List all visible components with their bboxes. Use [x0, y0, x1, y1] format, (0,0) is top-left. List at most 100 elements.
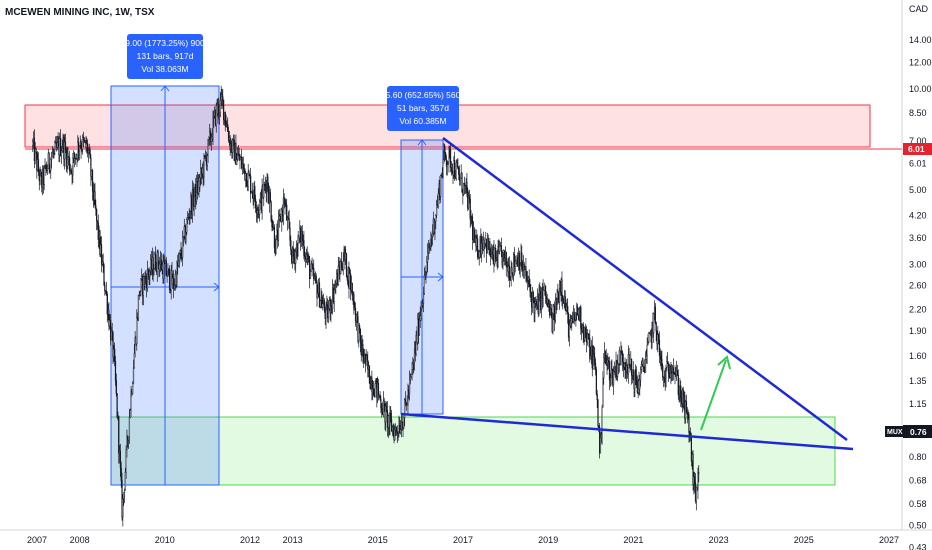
candle-body: [567, 306, 569, 314]
candle-body: [102, 261, 104, 266]
candle-body: [459, 177, 461, 181]
candle-body: [338, 265, 340, 271]
support-zone[interactable]: [110, 416, 836, 486]
measure-tooltip-1-line-1: 9.00 (1773.25%) 900: [125, 38, 205, 48]
candle-body: [204, 156, 207, 158]
candle-body: [688, 414, 690, 433]
candle-body: [137, 294, 140, 319]
candle-body: [114, 361, 117, 381]
range-measure-1[interactable]: [110, 85, 220, 486]
candle-body: [140, 278, 142, 292]
candle-body: [603, 357, 605, 379]
measure-tooltip-1-line-2: 131 bars, 917d: [137, 51, 194, 61]
candle-body: [120, 467, 122, 481]
price-tick-label: 1.60: [909, 351, 927, 361]
candle-body: [552, 313, 554, 332]
candle-body: [193, 196, 195, 207]
candle-body: [396, 431, 398, 434]
candle-body: [630, 359, 633, 376]
candle-body: [632, 369, 634, 380]
candle-body: [177, 260, 180, 266]
candle-body: [609, 378, 611, 381]
candle-body: [317, 292, 319, 299]
candle-body: [408, 379, 411, 394]
price-tick-label: 2.60: [909, 280, 927, 290]
candle-body: [286, 204, 288, 221]
candle-body: [345, 253, 348, 277]
candle-body: [594, 356, 596, 364]
candle-body: [595, 369, 597, 395]
candle-body: [399, 425, 401, 433]
candle-body: [295, 251, 297, 264]
candle-body: [94, 191, 96, 206]
candle-body: [451, 163, 453, 172]
lower-trendline[interactable]: [400, 412, 854, 451]
candle-body: [534, 303, 536, 314]
candle-body: [658, 334, 660, 341]
candle-body: [441, 174, 443, 176]
candle-body: [445, 152, 447, 159]
time-tick-label: 2023: [709, 535, 729, 545]
candle-body: [442, 159, 444, 176]
candle-body: [40, 170, 42, 176]
candle-body: [594, 363, 597, 370]
candle-body: [227, 131, 230, 141]
projection-arrow[interactable]: [700, 355, 731, 431]
candle-body: [445, 158, 448, 167]
candle-body: [500, 245, 502, 252]
candle-body: [270, 202, 272, 221]
candle-body: [64, 141, 66, 160]
candle-body: [96, 208, 98, 221]
candle-body: [645, 355, 647, 360]
candle-body: [676, 370, 679, 376]
candle-body: [207, 139, 209, 156]
candle-body: [100, 244, 103, 265]
candle-body: [568, 325, 570, 338]
range-measure-2[interactable]: [400, 139, 444, 415]
candle-body: [672, 367, 674, 374]
price-tick-label: 5.00: [909, 185, 927, 195]
candle-body: [43, 168, 45, 185]
price-axis[interactable]: 14.0012.0010.008.507.006.015.004.203.603…: [909, 35, 932, 550]
candle-body: [330, 305, 332, 314]
candle-body: [78, 145, 81, 152]
time-tick-label: 2007: [27, 535, 47, 545]
measure-tooltip-1-line-3: Vol 38.063M: [141, 64, 188, 74]
candle-body: [456, 162, 458, 168]
ticker-badge: MUX 0.76: [885, 425, 932, 438]
candle-body: [673, 372, 675, 374]
candle-body: [423, 275, 425, 295]
candle-body: [379, 394, 381, 400]
candle-body: [678, 393, 680, 395]
time-tick-label: 2019: [538, 535, 558, 545]
candle-body: [322, 303, 324, 308]
upper-trendline[interactable]: [442, 136, 848, 442]
candle-body: [325, 304, 327, 319]
time-axis[interactable]: 2007 2008 2010 2012 2013 2015 2017 2019 2021 2023…: [27, 535, 899, 545]
candle-body: [112, 332, 114, 358]
candle-body: [677, 374, 679, 395]
candle-body: [277, 219, 280, 241]
candle-body: [220, 93, 222, 101]
candle-body: [660, 354, 662, 360]
candle-body: [297, 235, 299, 257]
candle-body: [621, 352, 624, 363]
candle-body: [82, 136, 84, 150]
candle-body: [508, 265, 511, 280]
candle-body: [447, 161, 449, 165]
candle-body: [53, 149, 55, 154]
candle-body: [303, 239, 305, 256]
candle-body: [467, 195, 470, 209]
candle-body: [103, 264, 105, 286]
candle-body: [127, 436, 130, 441]
candle-body: [654, 306, 656, 323]
time-tick-label: 2025: [794, 535, 814, 545]
candle-body: [458, 174, 461, 181]
candle-body: [420, 308, 422, 316]
candle-body: [431, 236, 433, 239]
candle-body: [407, 389, 409, 406]
candle-body: [383, 400, 385, 404]
candle-body: [203, 155, 205, 178]
candle-body: [159, 263, 161, 270]
